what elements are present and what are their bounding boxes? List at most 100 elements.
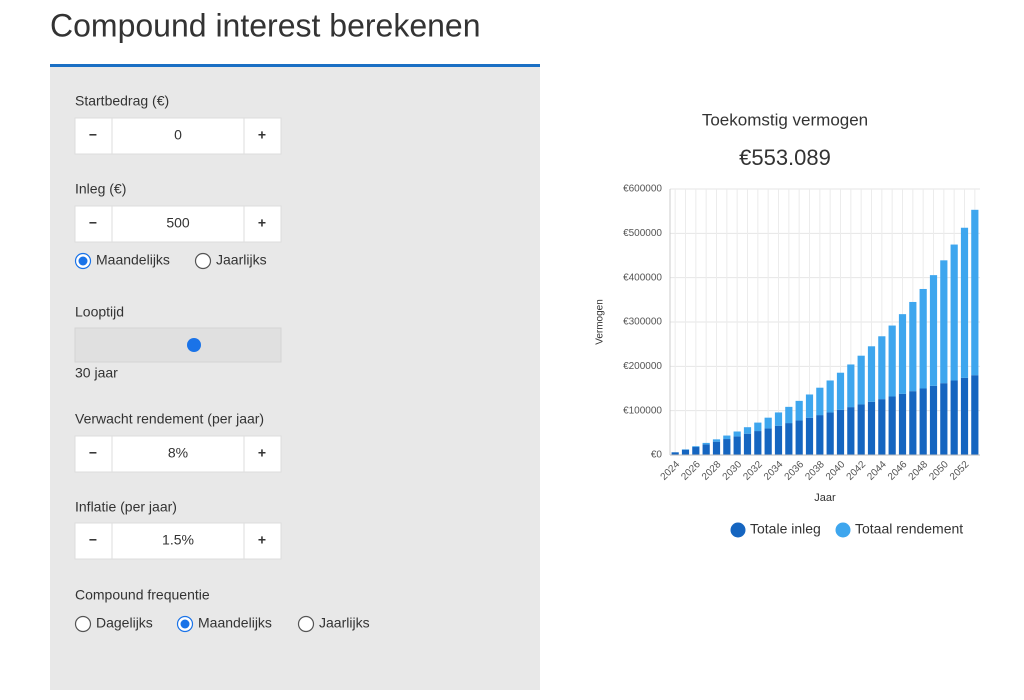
bar-segment [940, 383, 948, 455]
bar-segment [671, 452, 679, 455]
plus-button[interactable]: + [258, 445, 266, 461]
bar-segment [816, 387, 824, 416]
x-tick-label: 2050 [927, 459, 951, 483]
radio-label[interactable]: Maandelijks [96, 252, 170, 268]
bar-segment [754, 431, 762, 455]
input-value[interactable]: 500 [166, 215, 190, 231]
radio[interactable] [297, 615, 315, 633]
x-tick-label: 2038 [803, 459, 827, 483]
minus-button[interactable]: − [89, 215, 97, 231]
bar-segment [950, 380, 958, 455]
bar-segment [733, 431, 741, 437]
radio-label[interactable]: Dagelijks [96, 615, 153, 631]
bar-segment [919, 388, 927, 455]
bar-segment [847, 364, 855, 408]
x-tick-label: 2026 [679, 459, 703, 483]
y-tick-label: €0 [651, 450, 663, 461]
bar-segment [723, 439, 731, 455]
plus-button[interactable]: + [258, 127, 266, 143]
plus-button[interactable]: + [258, 215, 266, 231]
x-tick-label: 2048 [907, 459, 931, 483]
bar-segment [723, 435, 731, 440]
field-label: Compound frequentie [75, 587, 210, 603]
bar-segment [826, 412, 834, 455]
field-label: Startbedrag (€) [75, 93, 169, 109]
radio[interactable] [194, 252, 212, 270]
bar-segment [909, 301, 917, 392]
bar-segment [898, 393, 907, 455]
legend-label[interactable]: Totaal rendement [855, 521, 963, 537]
bar-segment [785, 423, 793, 455]
bar-segment [971, 209, 979, 376]
bar-segment [795, 400, 803, 421]
x-tick-label: 2034 [762, 459, 786, 483]
minus-button[interactable]: − [89, 127, 97, 143]
bar-segment [847, 407, 855, 455]
x-tick-label: 2028 [700, 459, 724, 483]
title-underline [50, 64, 540, 67]
x-tick-label: 2032 [741, 459, 765, 483]
bar-segment [702, 442, 710, 445]
input-box [74, 522, 282, 560]
minus-button[interactable]: − [89, 445, 97, 461]
chart-headline: €553.089 [739, 145, 831, 170]
bar-segment [774, 425, 783, 455]
radio-label[interactable]: Maandelijks [198, 615, 272, 631]
bar-segment [867, 401, 876, 455]
bar-segment [929, 385, 938, 455]
bar-segment [919, 288, 927, 389]
input-box [74, 117, 282, 155]
bar-segment [816, 415, 824, 455]
legend-label[interactable]: Totale inleg [750, 521, 821, 537]
bar-segment [940, 260, 948, 384]
plus-button[interactable]: + [258, 532, 266, 548]
radio-label[interactable]: Jaarlijks [319, 615, 370, 631]
x-tick-label: 2030 [721, 459, 745, 483]
field-label: Inflatie (per jaar) [75, 499, 177, 515]
chart-title: Toekomstig vermogen [702, 110, 868, 129]
x-tick-label: 2046 [886, 459, 910, 483]
legend-swatch[interactable] [730, 522, 746, 538]
bar-segment [878, 399, 886, 455]
legend-swatch[interactable] [835, 522, 851, 538]
radio-dot [78, 256, 88, 266]
bar-segment [960, 377, 969, 455]
slider-track[interactable] [74, 327, 282, 363]
chart: Toekomstig vermogen €553.089 €0 €100000 €200… [595, 110, 980, 538]
bar-segment [712, 441, 721, 455]
radio[interactable] [74, 615, 92, 633]
bar-segment [898, 314, 907, 394]
bar-segment [692, 446, 700, 448]
form: Startbedrag (€) − 0 + Inleg (€) − 500 + Maandeli… [74, 93, 370, 633]
minus-button[interactable]: − [89, 532, 97, 548]
input-value[interactable]: 8% [168, 445, 188, 461]
bar-segment [754, 422, 762, 432]
bar-segment [857, 355, 865, 405]
y-axis-label: Vermogen [595, 299, 606, 345]
radio-dot [180, 619, 190, 629]
bar-segment [878, 336, 886, 400]
bar-segment [805, 417, 814, 455]
field-label: Verwacht rendement (per jaar) [75, 411, 264, 427]
bar-segment [681, 449, 690, 455]
bar-segment [950, 244, 958, 381]
bar-segment [795, 420, 803, 455]
bar-segment [743, 433, 752, 455]
input-value[interactable]: 0 [174, 127, 182, 143]
input-box [74, 205, 282, 243]
x-tick-label: 2052 [948, 459, 972, 483]
y-tick-label: €600000 [623, 184, 662, 195]
x-tick-label: 2044 [865, 459, 889, 483]
bar-segment [743, 427, 752, 434]
field-label: Looptijd [75, 304, 124, 320]
bar-segment [764, 417, 772, 429]
bar-segment [857, 404, 865, 455]
bar-segment [733, 436, 741, 455]
bar-segment [774, 412, 783, 426]
input-value[interactable]: 1.5% [162, 532, 194, 548]
field-label: Inleg (€) [75, 181, 126, 197]
slider-knob[interactable] [187, 338, 201, 352]
y-tick-label: €400000 [623, 272, 662, 283]
radio-label[interactable]: Jaarlijks [216, 252, 267, 268]
